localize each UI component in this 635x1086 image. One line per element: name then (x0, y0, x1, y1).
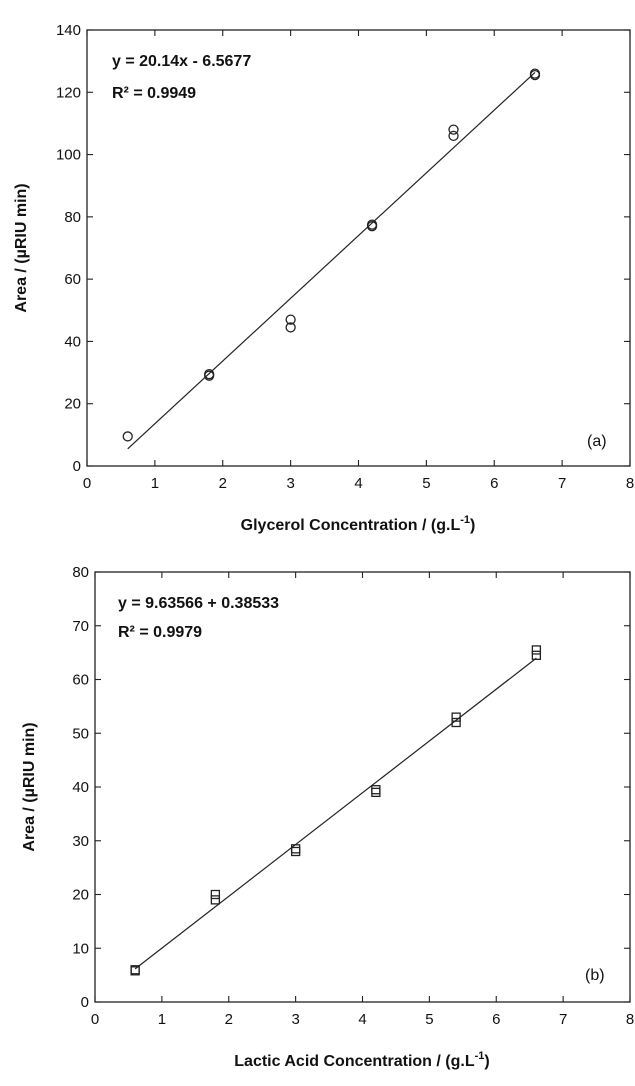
fit-equation-b: y = 9.63566 + 0.38533 (118, 595, 279, 612)
data-points-b (130, 645, 542, 976)
y-tick-label: 30 (72, 833, 89, 850)
panel-label-b: (b) (585, 967, 605, 984)
y-axis-label-b: Area / (µRIU min) (21, 722, 38, 851)
x-tick-label: 8 (626, 475, 634, 492)
plot-area-a: 0 20 40 60 80 100 120 140 0 1 2 3 4 5 6 7 8 y = 20.14x … (56, 22, 634, 492)
y-axis-label-a: Area / (µRIU min) (13, 183, 30, 312)
data-point (448, 124, 459, 135)
fit-line-a (127, 72, 536, 450)
x-axis-label-b-main: Lactic Acid Concentration / (g.L (234, 1053, 475, 1070)
x-axis-label-a-sup: -1 (460, 514, 470, 526)
x-tick-label: 5 (422, 475, 430, 492)
data-point (204, 370, 215, 381)
x-axis-label-a-main: Glycerol Concentration / (g.L (241, 517, 461, 534)
x-tick-label: 7 (558, 475, 566, 492)
x-axis-ticks-a: 0 1 2 3 4 5 6 7 8 (83, 30, 634, 492)
x-tick-label: 1 (151, 475, 159, 492)
x-tick-label: 2 (225, 1011, 233, 1028)
regression-line (134, 657, 537, 970)
x-tick-label: 5 (425, 1011, 433, 1028)
data-point (531, 645, 542, 655)
y-tick-label: 100 (56, 147, 81, 164)
data-point (285, 322, 296, 333)
x-tick-label: 4 (354, 475, 362, 492)
y-tick-label: 120 (56, 84, 81, 101)
y-tick-label: 60 (64, 271, 81, 288)
y-tick-label: 10 (72, 940, 89, 957)
x-tick-label: 2 (219, 475, 227, 492)
y-tick-label: 40 (64, 333, 81, 350)
data-point (531, 650, 542, 660)
x-axis-label-b-end: ) (484, 1053, 489, 1070)
data-point (122, 431, 133, 442)
x-tick-label: 4 (358, 1011, 366, 1028)
x-tick-label: 3 (291, 1011, 299, 1028)
data-point (371, 785, 381, 795)
fit-line-b (134, 657, 537, 970)
data-point (529, 70, 541, 81)
y-tick-label: 80 (72, 564, 89, 581)
x-tick-label: 6 (490, 475, 498, 492)
x-axis-label-b: Lactic Acid Concentration / (g.L-1) (234, 1050, 489, 1070)
x-tick-label: 6 (492, 1011, 500, 1028)
data-points-a (122, 68, 541, 442)
plot-area-b: 0 10 20 30 40 50 60 70 80 0 1 2 3 4 5 6 7 8 y = 9.63566 … (72, 564, 634, 1028)
y-tick-label: 80 (64, 209, 81, 226)
y-tick-label: 20 (64, 396, 81, 413)
y-tick-label: 0 (73, 458, 81, 475)
y-tick-label: 50 (72, 725, 89, 742)
data-point (366, 221, 378, 232)
x-tick-label: 7 (559, 1011, 567, 1028)
data-point (451, 712, 461, 722)
x-tick-label: 0 (83, 475, 91, 492)
x-tick-label: 0 (91, 1011, 99, 1028)
y-axis-ticks-b: 0 10 20 30 40 50 60 70 80 (72, 564, 630, 1011)
x-axis-label-a-end: ) (470, 517, 475, 534)
x-axis-label-a: Glycerol Concentration / (g.L-1) (241, 514, 476, 534)
data-point (290, 846, 301, 857)
y-tick-label: 0 (81, 994, 89, 1011)
panel-label-a: (a) (587, 433, 607, 450)
regression-line (127, 72, 536, 450)
data-point (451, 717, 461, 728)
data-point (285, 314, 296, 325)
lactic-acid-calibration-chart: 0 10 20 30 40 50 60 70 80 0 1 2 3 4 5 6 7 8 y = 9.63566 … (21, 564, 634, 1070)
x-tick-label: 8 (626, 1011, 634, 1028)
y-tick-label: 40 (72, 779, 89, 796)
y-tick-label: 60 (72, 672, 89, 689)
x-tick-label: 1 (158, 1011, 166, 1028)
x-axis-ticks-b: 0 1 2 3 4 5 6 7 8 (91, 572, 634, 1028)
data-point (371, 787, 381, 798)
data-point (448, 130, 459, 142)
r-squared-b: R² = 0.9979 (118, 624, 202, 641)
fit-equation-a: y = 20.14x - 6.5677 (112, 53, 251, 70)
r-squared-a: R² = 0.9949 (112, 85, 196, 102)
y-tick-label: 20 (72, 887, 89, 904)
glycerol-calibration-chart: 0 20 40 60 80 100 120 140 0 1 2 3 4 5 6 7 8 y = 20.14x … (13, 22, 634, 534)
x-axis-label-b-sup: -1 (475, 1050, 485, 1062)
y-axis-ticks-a: 0 20 40 60 80 100 120 140 (56, 22, 630, 475)
data-point (210, 889, 221, 900)
x-tick-label: 3 (286, 475, 294, 492)
data-point (210, 895, 221, 905)
y-tick-label: 70 (72, 618, 89, 635)
y-tick-label: 140 (56, 22, 81, 39)
data-point (130, 966, 140, 976)
